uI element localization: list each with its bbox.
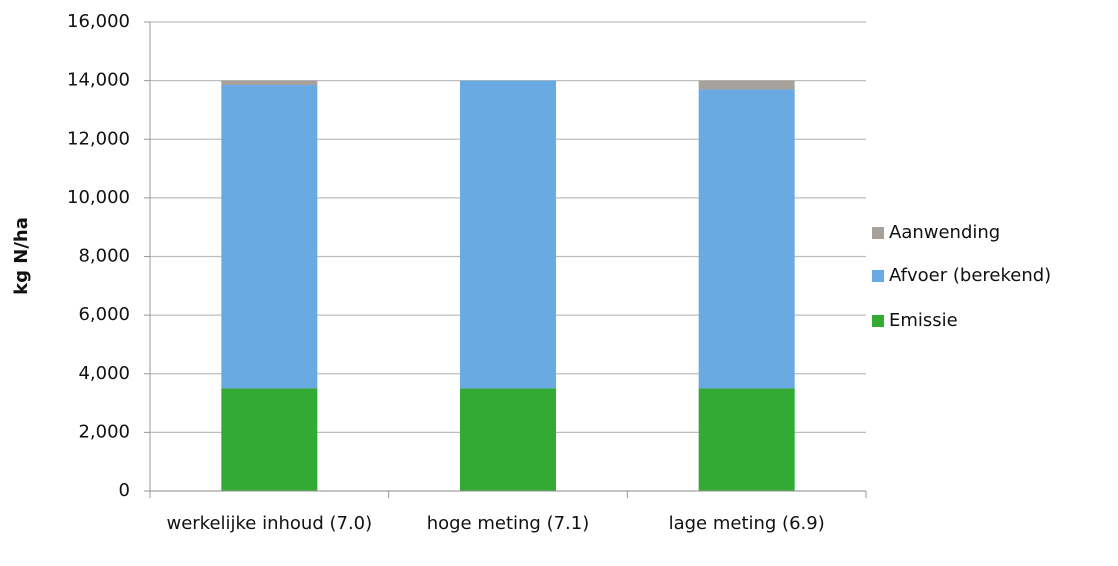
y-tick-label: 16,000 (67, 11, 130, 32)
y-tick-label: 14,000 (67, 70, 130, 91)
y-axis-label: kg N/ha (11, 217, 32, 295)
x-tick-label: werkelijke inhoud (7.0) (166, 513, 373, 534)
y-tick-label: 0 (119, 480, 130, 501)
y-tick-label: 4,000 (78, 363, 130, 384)
legend-label: Afvoer (berekend) (889, 265, 1051, 286)
legend-label: Aanwending (889, 222, 1000, 243)
y-tick-label: 10,000 (67, 187, 130, 208)
x-tick-label: lage meting (6.9) (668, 513, 825, 534)
bar-segment (698, 388, 795, 491)
bar-segment (698, 89, 795, 389)
bar-segment (460, 388, 556, 491)
legend-swatch (872, 270, 884, 282)
y-tick-label: 8,000 (78, 246, 130, 267)
bar-segment (221, 85, 318, 389)
x-tick-label: hoge meting (7.1) (426, 513, 590, 534)
bar-segment (698, 80, 795, 90)
bar-segment (221, 80, 318, 86)
legend-swatch (872, 315, 884, 327)
legend-swatch (872, 227, 884, 239)
y-tick-label: 12,000 (67, 128, 130, 149)
y-tick-label: 6,000 (78, 304, 130, 325)
bar-segment (460, 80, 556, 389)
y-tick-label: 2,000 (78, 421, 130, 442)
legend-label: Emissie (889, 310, 958, 331)
bar-segment (221, 388, 318, 491)
